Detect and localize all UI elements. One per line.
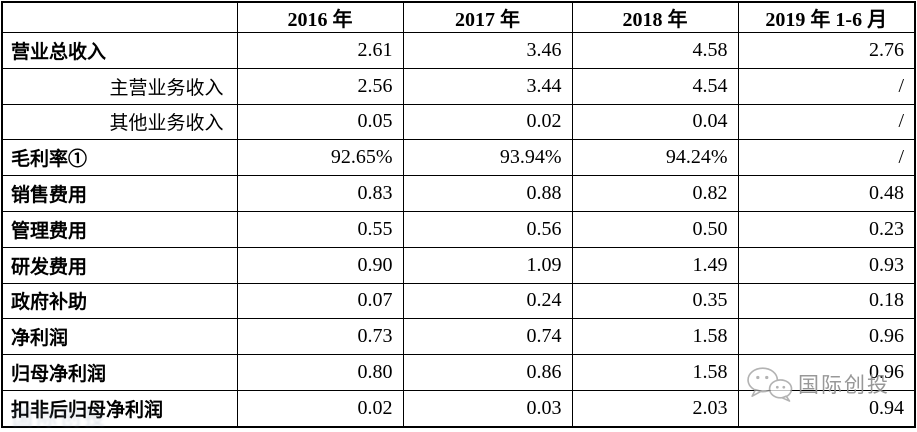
value-cell: 0.83 (236, 175, 404, 212)
value-cell: 0.90 (236, 246, 404, 284)
value-cell: 0.35 (571, 282, 739, 320)
table-row: 政府补助 0.07 0.24 0.35 0.18 (1, 282, 916, 320)
value-cell: 0.80 (236, 354, 404, 391)
value-cell: 1.58 (571, 354, 739, 391)
value-cell: 0.02 (236, 389, 404, 428)
value-cell: 2.03 (571, 389, 739, 428)
row-label: 管理费用 (1, 210, 238, 248)
table-row: 其他业务收入 0.05 0.02 0.04/ (1, 103, 916, 141)
value-cell: 0.03 (402, 389, 573, 428)
table-row: 毛利率① 92.65% 93.94% 94.24% / (1, 139, 916, 177)
value-cell: 0.23 (737, 210, 916, 248)
row-label: 销售费用 (1, 175, 238, 212)
value-cell: 0.96 (737, 318, 916, 356)
table-row: 归母净利润 0.80 0.86 1.58 0.96 (1, 354, 916, 391)
value-cell: 0.07 (236, 282, 404, 320)
row-label: 毛利率① (1, 139, 238, 177)
value-cell: 3.46 (402, 32, 573, 69)
corner-cell (1, 1, 238, 33)
row-label: 扣非后归母净利润 (1, 389, 238, 428)
value-cell: 0.50 (571, 210, 739, 248)
table-row: 净利润 0.73 0.74 1.58 0.96 (1, 318, 916, 356)
value-cell: 2.61 (236, 32, 404, 69)
value-cell: 0.96 (737, 354, 916, 391)
value-cell: 0.73 (236, 318, 404, 356)
value-cell: 2.76 (737, 32, 916, 69)
value-cell: 0.56 (402, 210, 573, 248)
value-cell: / (737, 67, 916, 105)
value-cell: 3.44 (402, 67, 573, 105)
value-cell: 0.94 (737, 389, 916, 428)
row-label: 归母净利润 (1, 354, 238, 391)
value-cell: / (737, 139, 916, 177)
value-cell: 1.49 (571, 246, 739, 284)
value-cell: 92.65% (236, 139, 404, 177)
table-row: 研发费用 0.90 1.09 1.49 0.93 (1, 246, 916, 284)
row-label: 净利润 (1, 318, 238, 356)
header-row: 2016 年 2017 年 2018 年 2019 年 1-6 月 (1, 1, 916, 33)
value-cell: 94.24% (571, 139, 739, 177)
value-cell: 0.88 (402, 175, 573, 212)
value-cell: 2.56 (236, 67, 404, 105)
value-cell: 0.48 (737, 175, 916, 212)
value-cell: 4.54 (571, 67, 739, 105)
row-label: 营业总收入 (1, 32, 238, 69)
value-cell: 1.09 (402, 246, 573, 284)
table-header: 2016 年 2017 年 2018 年 2019 年 1-6 月 (1, 1, 916, 33)
value-cell: 0.04 (571, 103, 739, 141)
table-row: 管理费用 0.55 0.56 0.50 0.23 (1, 210, 916, 248)
value-cell: 0.93 (737, 246, 916, 284)
column-header: 2018 年 (571, 1, 739, 33)
table-body: 营业总收入 2.61 3.46 4.58 2.76 主营业务收入 2.56 3.44 4.54/… (1, 32, 916, 428)
value-cell: 4.58 (571, 32, 739, 69)
value-cell: / (737, 103, 916, 141)
column-header: 2019 年 1-6 月 (737, 1, 916, 33)
value-cell: 0.24 (402, 282, 573, 320)
table-row: 营业总收入 2.61 3.46 4.58 2.76 (1, 32, 916, 69)
column-header: 2016 年 (236, 1, 404, 33)
value-cell: 93.94% (402, 139, 573, 177)
row-label: 政府补助 (1, 282, 238, 320)
column-header: 2017 年 (402, 1, 573, 33)
table-row: 主营业务收入 2.56 3.44 4.54/ (1, 67, 916, 105)
row-label: 研发费用 (1, 246, 238, 284)
value-cell: 0.55 (236, 210, 404, 248)
value-cell: 0.74 (402, 318, 573, 356)
value-cell: 0.18 (737, 282, 916, 320)
value-cell: 0.05 (236, 103, 404, 141)
value-cell: 0.02 (402, 103, 573, 141)
table-row: 扣非后归母净利润 0.02 0.03 2.03 0.94 (1, 389, 916, 428)
table-row: 销售费用 0.83 0.88 0.82 0.48 (1, 175, 916, 212)
row-label: 其他业务收入 (1, 103, 238, 141)
value-cell: 1.58 (571, 318, 739, 356)
value-cell: 0.82 (571, 175, 739, 212)
row-label: 主营业务收入 (1, 67, 238, 105)
value-cell: 0.86 (402, 354, 573, 391)
